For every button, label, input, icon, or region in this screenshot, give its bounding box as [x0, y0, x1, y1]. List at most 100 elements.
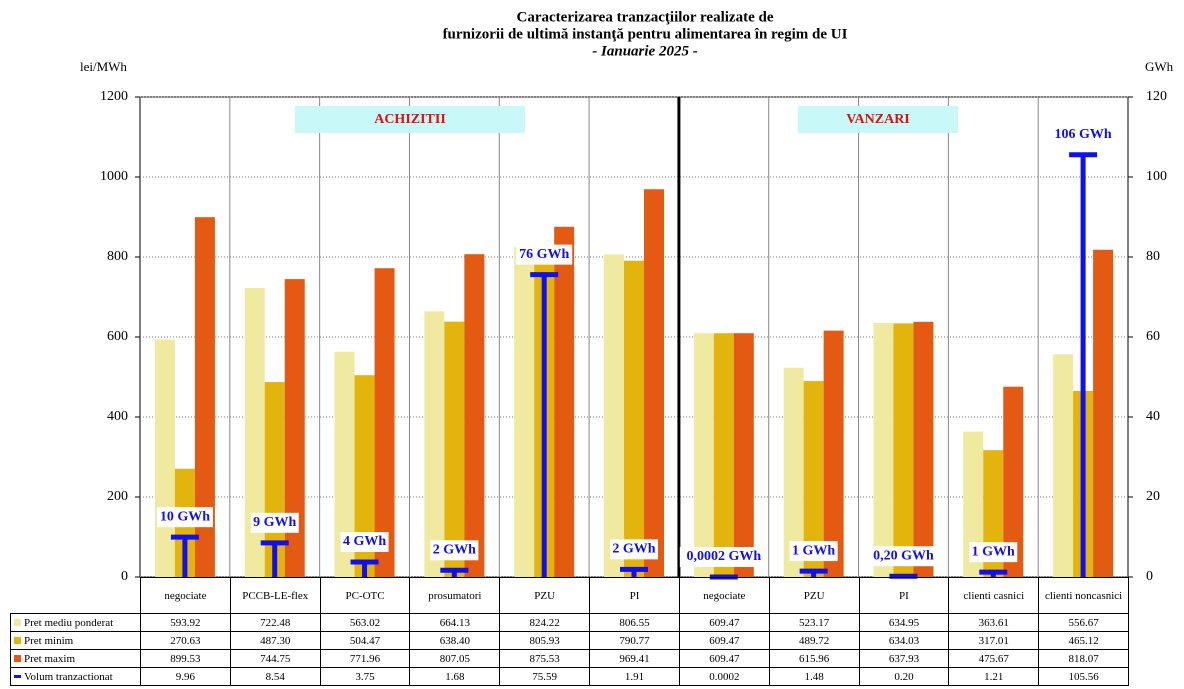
bar	[913, 321, 934, 577]
bar	[733, 333, 754, 577]
volume-label: 0,0002 GWh	[686, 549, 761, 564]
volume-marker	[620, 566, 648, 577]
table-cell: 475.67	[948, 649, 1040, 668]
table-cell: 317.01	[948, 631, 1040, 650]
table-cell: 363.61	[948, 613, 1040, 632]
y2-axis-label: GWh	[1145, 59, 1174, 74]
table-cell: 75.59	[499, 667, 591, 686]
volume-label-box	[679, 546, 768, 567]
bar	[823, 330, 844, 577]
x-tick-label: negociate	[140, 577, 231, 614]
volume-label: 106 GWh	[1054, 127, 1111, 142]
section-label: VANZARI	[846, 112, 910, 127]
bar	[873, 323, 894, 577]
table-cell: 744.75	[229, 649, 321, 668]
table-cell: 875.53	[499, 649, 591, 668]
table-cell: 634.03	[858, 631, 950, 650]
bar	[444, 321, 465, 577]
volume-label-box	[250, 512, 299, 533]
table-cell: 969.41	[589, 649, 680, 668]
table-cell: 664.13	[409, 613, 501, 632]
table-cell: 722.48	[229, 613, 321, 632]
bar	[893, 323, 914, 577]
table-cell: 1.68	[409, 667, 501, 686]
y-tick-label: 1200	[100, 89, 128, 104]
x-tick-label: clienti casnici	[948, 577, 1040, 614]
table-cell: 9.96	[140, 667, 231, 686]
x-tick-label: negociate	[678, 577, 770, 614]
volume-label: 2 GWh	[433, 542, 476, 557]
volume-marker	[799, 568, 828, 577]
legend-label: Pret maxim	[24, 652, 76, 665]
chart-title: Caracterizarea tranzacţiilor realizate d…	[517, 9, 774, 25]
bar	[1093, 249, 1114, 577]
y-tick-label: 0	[121, 569, 128, 584]
table-cell: 806.55	[589, 613, 680, 632]
y2-tick-label: 0	[1146, 569, 1153, 584]
bar	[713, 333, 734, 577]
volume-marker	[1069, 152, 1098, 577]
table-cell: 790.77	[589, 631, 680, 650]
y-axis-label: lei/MWh	[80, 59, 127, 74]
legend-label: Pret mediu ponderat	[24, 616, 114, 629]
bar	[604, 254, 624, 577]
legend-swatch	[14, 675, 21, 678]
x-tick-label: PZU	[768, 577, 860, 614]
legend-swatch	[14, 655, 21, 662]
table-cell: 487.30	[229, 631, 321, 650]
volume-label-box	[516, 244, 573, 265]
volume-label-box	[1051, 124, 1116, 145]
table-cell: 609.47	[678, 631, 770, 650]
volume-marker	[979, 569, 1008, 577]
table-cell: 1.91	[589, 667, 680, 686]
legend-label: Pret minim	[24, 634, 74, 647]
volume-label: 0,20 GWh	[873, 548, 934, 563]
y-tick-label: 800	[107, 249, 128, 264]
bar	[554, 226, 575, 577]
table-cell: 609.47	[678, 613, 770, 632]
table-cell: 489.72	[768, 631, 860, 650]
x-tick-label: PI	[589, 577, 680, 614]
volume-label-box	[340, 532, 389, 552]
bar	[783, 367, 804, 577]
section-box	[798, 106, 958, 133]
bar	[354, 375, 375, 577]
table-cell: 270.63	[140, 631, 231, 650]
y2-tick-label: 120	[1146, 89, 1167, 104]
y2-tick-label: 20	[1146, 489, 1160, 504]
table-cell: 1.21	[948, 667, 1040, 686]
volume-label-box	[430, 540, 479, 561]
bar	[624, 260, 644, 577]
bar	[803, 381, 824, 577]
table-cell: 634.95	[858, 613, 950, 632]
volume-label: 76 GWh	[519, 247, 569, 262]
y2-tick-label: 80	[1146, 249, 1160, 264]
bar	[693, 333, 714, 577]
x-tick-label: PC-OTC	[319, 577, 411, 614]
volume-label: 4 GWh	[343, 534, 386, 549]
table-cell: 637.93	[858, 649, 950, 668]
legend-swatch	[14, 619, 21, 626]
y-tick-label: 200	[107, 489, 128, 504]
bar	[963, 431, 984, 577]
table-cell: 638.40	[409, 631, 501, 650]
volume-label-box	[789, 541, 838, 562]
bar	[284, 279, 305, 577]
y-tick-label: 600	[107, 329, 128, 344]
y2-tick-label: 60	[1146, 329, 1160, 344]
bar	[374, 268, 395, 577]
legend-entry: Pret minim	[10, 631, 141, 650]
table-cell: 465.12	[1038, 631, 1129, 650]
table-cell: 818.07	[1038, 649, 1129, 668]
table-cell: 1.48	[768, 667, 860, 686]
volume-label: 1 GWh	[792, 543, 835, 558]
volume-label-box	[610, 539, 658, 560]
table-cell: 0.20	[858, 667, 950, 686]
table-cell: 805.93	[499, 631, 591, 650]
table-cell: 0.0002	[678, 667, 770, 686]
table-cell: 556.67	[1038, 613, 1129, 632]
volume-label: 10 GWh	[160, 509, 210, 524]
x-tick-label: clienti noncasnici	[1038, 577, 1129, 614]
